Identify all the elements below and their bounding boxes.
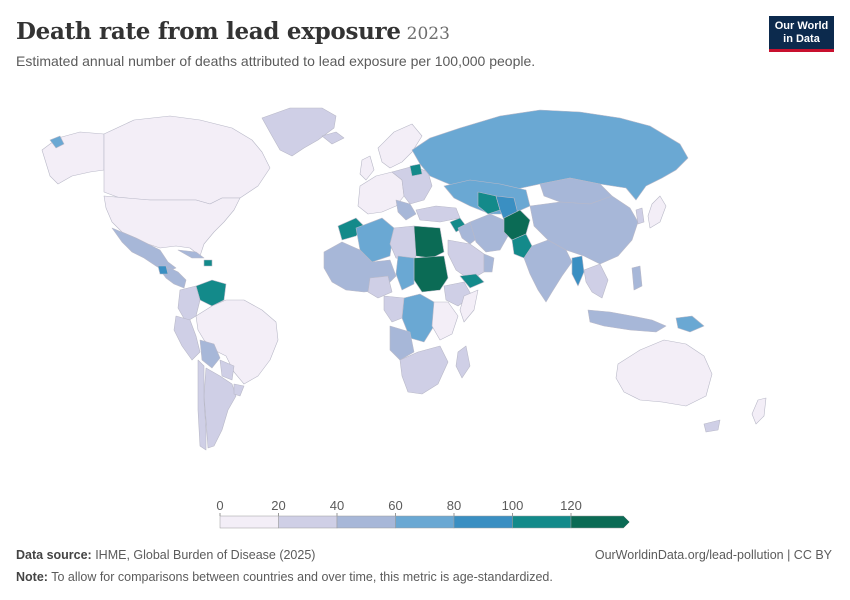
country-egypt[interactable] <box>413 225 445 259</box>
country-uk[interactable] <box>359 155 375 181</box>
legend-bin[interactable] <box>336 515 396 529</box>
country-cuba[interactable] <box>177 249 205 259</box>
region-central-africa[interactable] <box>383 295 405 323</box>
country-argentina[interactable] <box>203 367 237 449</box>
country-australia[interactable] <box>615 339 713 407</box>
country-usa[interactable] <box>103 195 241 257</box>
country-angola[interactable] <box>389 325 415 361</box>
legend-tick-label: 80 <box>447 498 461 513</box>
country-guatemala[interactable] <box>157 265 169 275</box>
region-balkans[interactable] <box>395 199 417 221</box>
chart-header: Death rate from lead exposure 2023 <box>16 18 450 45</box>
country-iran[interactable] <box>469 213 509 253</box>
legend-bin[interactable] <box>278 515 338 529</box>
country-haiti[interactable] <box>203 259 213 267</box>
data-source-label: Data source: <box>16 548 92 562</box>
owid-logo[interactable]: Our World in Data <box>769 16 834 52</box>
legend-tick-label: 60 <box>388 498 402 513</box>
source-link[interactable]: OurWorldinData.org/lead-pollution | CC B… <box>594 548 832 562</box>
country-korea[interactable] <box>635 207 645 225</box>
country-myanmar[interactable] <box>571 255 585 287</box>
chart-note: Note: To allow for comparisons between c… <box>16 570 553 584</box>
legend-tick-label: 0 <box>216 498 223 513</box>
country-paraguay[interactable] <box>219 359 235 381</box>
country-belarus[interactable] <box>409 163 423 177</box>
chart-subtitle: Estimated annual number of deaths attrib… <box>16 53 536 69</box>
legend-bin[interactable] <box>395 515 455 529</box>
country-uruguay[interactable] <box>233 383 245 397</box>
country-japan[interactable] <box>647 195 667 229</box>
legend-bin[interactable] <box>512 515 572 529</box>
note-label: Note: <box>16 570 48 584</box>
country-oman[interactable] <box>483 253 495 273</box>
legend-tick-label: 40 <box>330 498 344 513</box>
legend-tick-label: 20 <box>271 498 285 513</box>
data-source-text: IHME, Global Burden of Disease (2025) <box>91 548 316 562</box>
region-east-africa[interactable] <box>431 301 459 341</box>
country-yemen[interactable] <box>459 273 485 289</box>
country-somalia[interactable] <box>459 289 479 323</box>
legend-bin[interactable] <box>453 515 513 529</box>
country-bolivia[interactable] <box>199 339 221 369</box>
country-china[interactable] <box>529 195 639 265</box>
country-turkmenistan[interactable] <box>477 191 501 215</box>
country-drc[interactable] <box>401 293 435 343</box>
country-chile[interactable] <box>197 359 207 451</box>
world-map <box>41 107 767 451</box>
country-peru[interactable] <box>173 315 201 361</box>
country-greenland[interactable] <box>261 107 337 157</box>
country-iraq[interactable] <box>457 221 481 245</box>
chart-title: Death rate from lead exposure <box>16 18 401 45</box>
country-scandinavia[interactable] <box>377 123 423 169</box>
country-iceland[interactable] <box>321 131 345 145</box>
region-aleutians[interactable] <box>49 135 65 149</box>
country-sudan[interactable] <box>413 255 449 293</box>
country-turkey[interactable] <box>415 205 461 223</box>
country-saudi-arabia[interactable] <box>447 239 485 281</box>
country-chad[interactable] <box>395 255 415 291</box>
region-southern-africa[interactable] <box>399 345 449 395</box>
note-text: To allow for comparisons between countri… <box>47 570 553 584</box>
country-nigeria[interactable] <box>367 275 393 299</box>
country-philippines[interactable] <box>631 265 643 291</box>
legend-tick-label: 100 <box>502 498 524 513</box>
legend-bin-arrow[interactable] <box>570 515 630 529</box>
logo-line-1: Our World <box>774 20 829 32</box>
country-new-zealand[interactable] <box>751 397 767 425</box>
color-legend: 0 20 40 60 80 100 120 <box>216 498 630 529</box>
country-png[interactable] <box>675 315 705 333</box>
chart-year: 2023 <box>406 24 450 44</box>
data-source: Data source: IHME, Global Burden of Dise… <box>16 548 315 562</box>
legend-tick-label: 120 <box>560 498 582 513</box>
country-indonesia[interactable] <box>587 309 667 333</box>
logo-line-2: in Data <box>783 33 820 45</box>
country-tasmania[interactable] <box>703 419 721 433</box>
country-india[interactable] <box>523 239 573 303</box>
country-madagascar[interactable] <box>455 345 471 379</box>
legend-bin[interactable] <box>219 515 279 529</box>
country-canada[interactable] <box>103 115 271 205</box>
region-southeast-asia[interactable] <box>583 263 609 299</box>
